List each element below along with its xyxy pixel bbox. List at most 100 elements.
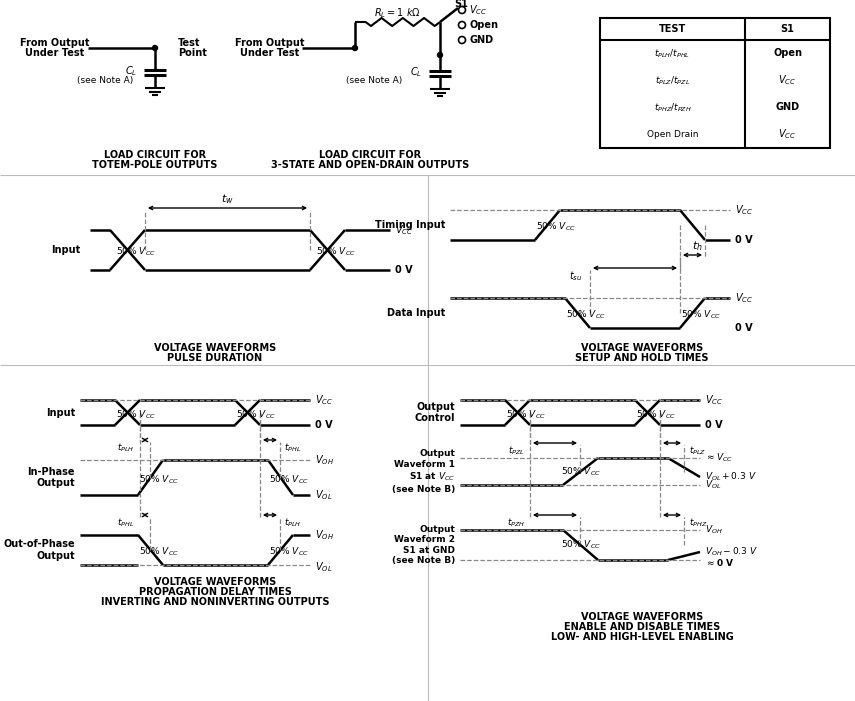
Circle shape — [438, 53, 443, 57]
Text: $R_L = 1\ k\Omega$: $R_L = 1\ k\Omega$ — [374, 6, 421, 20]
Text: 50% $V_{CC}$: 50% $V_{CC}$ — [565, 308, 605, 321]
Text: $V_{CC}$: $V_{CC}$ — [778, 128, 797, 142]
Text: Under Test: Under Test — [26, 48, 85, 58]
Text: $t_{PLH}/t_{PHL}$: $t_{PLH}/t_{PHL}$ — [654, 47, 691, 60]
Bar — [600, 18, 830, 148]
Text: $V_{OL}+0.3\ V$: $V_{OL}+0.3\ V$ — [705, 471, 757, 483]
Text: SETUP AND HOLD TIMES: SETUP AND HOLD TIMES — [575, 353, 709, 363]
Text: 50% $V_{CC}$: 50% $V_{CC}$ — [681, 308, 721, 321]
Text: In-Phase
Output: In-Phase Output — [27, 467, 75, 489]
Text: LOAD CIRCUIT FOR: LOAD CIRCUIT FOR — [319, 150, 421, 160]
Text: Data Input: Data Input — [386, 308, 445, 318]
Text: VOLTAGE WAVEFORMS: VOLTAGE WAVEFORMS — [154, 577, 276, 587]
Text: $t_{PHZ}$: $t_{PHZ}$ — [689, 517, 707, 529]
Text: $V_{OL}$: $V_{OL}$ — [315, 488, 333, 502]
Circle shape — [458, 22, 465, 29]
Text: From Output: From Output — [235, 38, 304, 48]
Text: $t_w$: $t_w$ — [221, 192, 234, 206]
Text: Under Test: Under Test — [240, 48, 299, 58]
Text: 50% $V_{CC}$: 50% $V_{CC}$ — [315, 246, 356, 258]
Text: $V_{OH}$: $V_{OH}$ — [705, 524, 722, 536]
Text: 50% $V_{CC}$: 50% $V_{CC}$ — [535, 221, 575, 233]
Text: $t_{PHZ}/t_{PZH}$: $t_{PHZ}/t_{PZH}$ — [653, 101, 692, 114]
Text: $V_{OL}$: $V_{OL}$ — [705, 479, 722, 491]
Text: $V_{OH}-0.3\ V$: $V_{OH}-0.3\ V$ — [705, 546, 758, 558]
Text: (see Note A): (see Note A) — [345, 76, 402, 86]
Text: PULSE DURATION: PULSE DURATION — [168, 353, 262, 363]
Text: 50% $V_{CC}$: 50% $V_{CC}$ — [505, 408, 545, 421]
Text: Point: Point — [178, 48, 207, 58]
Text: Output
Waveform 1
S1 at $V_{CC}$
(see Note B): Output Waveform 1 S1 at $V_{CC}$ (see No… — [392, 449, 455, 494]
Text: $\approx$0 V: $\approx$0 V — [705, 557, 734, 568]
Text: 3-STATE AND OPEN-DRAIN OUTPUTS: 3-STATE AND OPEN-DRAIN OUTPUTS — [271, 160, 469, 170]
Text: $t_{PHL}$: $t_{PHL}$ — [285, 442, 302, 454]
Text: VOLTAGE WAVEFORMS: VOLTAGE WAVEFORMS — [154, 343, 276, 353]
Text: 0 V: 0 V — [735, 323, 752, 333]
Text: Output
Waveform 2
S1 at GND
(see Note B): Output Waveform 2 S1 at GND (see Note B) — [392, 525, 455, 565]
Text: Open Drain: Open Drain — [646, 130, 699, 139]
Text: $V_{CC}$: $V_{CC}$ — [735, 291, 753, 305]
Text: $t_{PZL}$: $t_{PZL}$ — [508, 444, 524, 457]
Text: 50% $V_{CC}$: 50% $V_{CC}$ — [268, 473, 309, 486]
Circle shape — [352, 46, 357, 50]
Text: VOLTAGE WAVEFORMS: VOLTAGE WAVEFORMS — [581, 612, 703, 622]
Text: GND: GND — [775, 102, 799, 112]
Text: 50% $V_{CC}$: 50% $V_{CC}$ — [561, 539, 600, 551]
Circle shape — [152, 46, 157, 50]
Text: 50% $V_{CC}$: 50% $V_{CC}$ — [268, 546, 309, 558]
Text: S1: S1 — [781, 24, 794, 34]
Text: TEST: TEST — [659, 24, 686, 34]
Text: $V_{CC}$: $V_{CC}$ — [778, 74, 797, 88]
Text: $t_{PLZ}/t_{PZL}$: $t_{PLZ}/t_{PZL}$ — [655, 74, 690, 87]
Text: 0 V: 0 V — [395, 265, 413, 275]
Text: $C_L$: $C_L$ — [410, 65, 422, 79]
Text: Out-of-Phase
Output: Out-of-Phase Output — [3, 539, 75, 561]
Text: 50% $V_{CC}$: 50% $V_{CC}$ — [635, 408, 675, 421]
Text: (see Note A): (see Note A) — [77, 76, 133, 85]
Text: 0 V: 0 V — [735, 235, 752, 245]
Text: $V_{CC}$: $V_{CC}$ — [735, 203, 753, 217]
Text: Open: Open — [469, 20, 498, 30]
Text: $V_{OH}$: $V_{OH}$ — [315, 528, 334, 542]
Text: 50% $V_{CC}$: 50% $V_{CC}$ — [139, 473, 179, 486]
Text: $t_h$: $t_h$ — [693, 239, 703, 253]
Text: Input: Input — [46, 407, 75, 418]
Circle shape — [458, 36, 465, 43]
Text: $V_{OH}$: $V_{OH}$ — [315, 453, 334, 467]
Text: ENABLE AND DISABLE TIMES: ENABLE AND DISABLE TIMES — [564, 622, 720, 632]
Text: $V_{CC}$: $V_{CC}$ — [469, 3, 487, 17]
Text: PROPAGATION DELAY TIMES: PROPAGATION DELAY TIMES — [139, 587, 292, 597]
Circle shape — [458, 6, 465, 13]
Text: $V_{CC}$: $V_{CC}$ — [395, 223, 413, 237]
Text: VOLTAGE WAVEFORMS: VOLTAGE WAVEFORMS — [581, 343, 703, 353]
Text: $t_{PLH}$: $t_{PLH}$ — [284, 517, 302, 529]
Text: Input: Input — [50, 245, 80, 255]
Text: $\approx$$V_{CC}$: $\approx$$V_{CC}$ — [705, 451, 733, 464]
Text: From Output: From Output — [21, 38, 90, 48]
Text: 50% $V_{CC}$: 50% $V_{CC}$ — [115, 246, 156, 258]
Text: Test: Test — [178, 38, 201, 48]
Text: $V_{CC}$: $V_{CC}$ — [315, 393, 333, 407]
Text: $t_{PLZ}$: $t_{PLZ}$ — [689, 444, 707, 457]
Text: 50% $V_{CC}$: 50% $V_{CC}$ — [115, 408, 156, 421]
Text: $t_{su}$: $t_{su}$ — [569, 269, 582, 283]
Text: INVERTING AND NONINVERTING OUTPUTS: INVERTING AND NONINVERTING OUTPUTS — [101, 597, 329, 607]
Text: 50% $V_{CC}$: 50% $V_{CC}$ — [139, 546, 179, 558]
Text: Output
Control: Output Control — [415, 402, 455, 423]
Text: $t_{PLH}$: $t_{PLH}$ — [117, 442, 135, 454]
Text: LOW- AND HIGH-LEVEL ENABLING: LOW- AND HIGH-LEVEL ENABLING — [551, 632, 734, 642]
Text: $t_{PZH}$: $t_{PZH}$ — [507, 517, 525, 529]
Text: LOAD CIRCUIT FOR: LOAD CIRCUIT FOR — [104, 150, 206, 160]
Text: 50% $V_{CC}$: 50% $V_{CC}$ — [236, 408, 275, 421]
Text: $V_{OL}$: $V_{OL}$ — [315, 560, 333, 574]
Text: $V_{CC}$: $V_{CC}$ — [705, 393, 723, 407]
Text: TOTEM-POLE OUTPUTS: TOTEM-POLE OUTPUTS — [92, 160, 218, 170]
Text: 0 V: 0 V — [705, 420, 722, 430]
Text: 50% $V_{CC}$: 50% $V_{CC}$ — [561, 465, 600, 478]
Text: $C_L$: $C_L$ — [125, 64, 137, 78]
Text: S1: S1 — [454, 0, 468, 9]
Text: $t_{PHL}$: $t_{PHL}$ — [117, 517, 134, 529]
Text: Timing Input: Timing Input — [374, 220, 445, 230]
Text: GND: GND — [469, 35, 493, 45]
Text: Open: Open — [773, 48, 802, 58]
